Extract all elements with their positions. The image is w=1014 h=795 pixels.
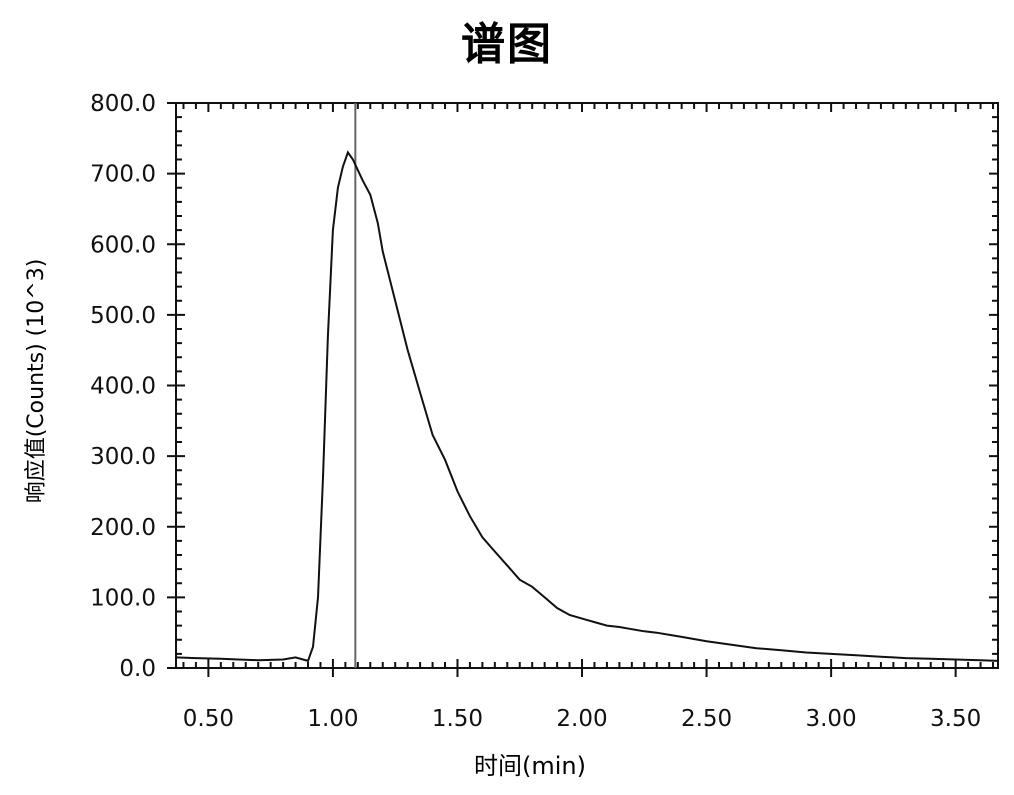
- y-tick-label: 800.0: [90, 91, 156, 117]
- x-tick-label: 1.50: [432, 706, 483, 732]
- y-tick-label: 100.0: [90, 585, 156, 611]
- x-tick-label: 2.00: [556, 706, 607, 732]
- x-tick-label: 2.50: [681, 706, 732, 732]
- y-axis-label: 响应值(Counts) (10^3): [24, 258, 49, 504]
- y-tick-label: 0.0: [119, 656, 156, 682]
- y-tick-label: 700.0: [90, 162, 156, 188]
- axis-tick-labels: 0.0 100.0 200.0 300.0 400.0 500.0 600.0 700.0 80…: [90, 91, 981, 732]
- y-tick-label: 500.0: [90, 303, 156, 329]
- axis-ticks: [167, 102, 998, 677]
- x-tick-label: 0.50: [183, 706, 234, 732]
- y-tick-label: 600.0: [90, 232, 156, 258]
- chart-title: 谱图: [461, 19, 553, 70]
- x-tick-label: 3.00: [805, 706, 856, 732]
- y-tick-label: 200.0: [90, 515, 156, 541]
- plot-frame: [175, 102, 999, 669]
- y-tick-label: 300.0: [90, 444, 156, 470]
- x-axis-label: 时间(min): [474, 752, 586, 780]
- y-tick-label: 400.0: [90, 374, 156, 400]
- x-tick-label: 3.50: [930, 706, 981, 732]
- chromatogram-line: [175, 150, 999, 663]
- x-tick-label: 1.00: [307, 706, 358, 732]
